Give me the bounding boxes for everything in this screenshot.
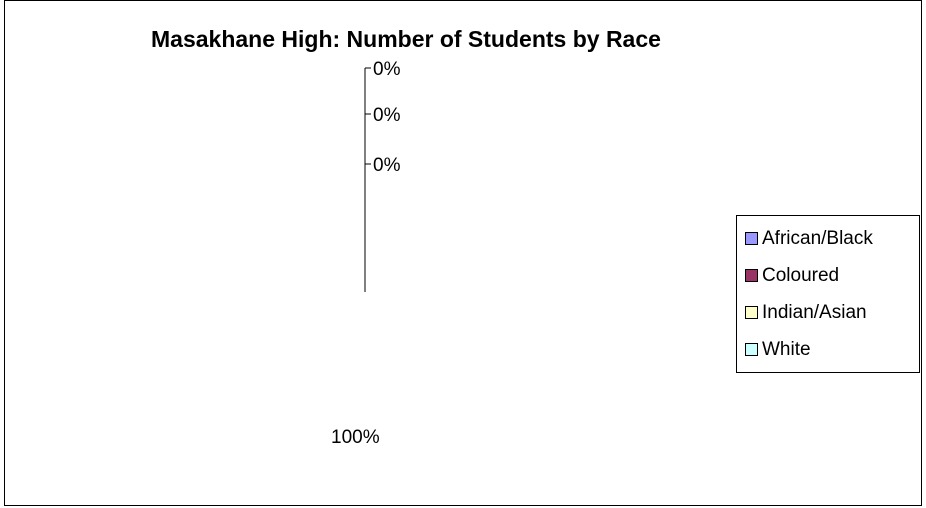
- legend-swatch: [745, 232, 758, 245]
- data-label-white: 0%: [373, 155, 401, 176]
- legend: African/Black Coloured Indian/Asian Whit…: [736, 215, 920, 373]
- data-label-indian-asian: 0%: [373, 105, 401, 126]
- pie-plot: 100% 0% 0% 0%: [331, 59, 401, 448]
- legend-swatch: [745, 306, 758, 319]
- chart-title: Masakhane High: Number of Students by Ra…: [151, 26, 661, 52]
- legend-swatch: [745, 343, 758, 356]
- legend-label: Coloured: [762, 264, 840, 286]
- data-labels: 100% 0% 0% 0%: [331, 59, 401, 448]
- legend-label: Indian/Asian: [762, 301, 867, 323]
- legend-label: African/Black: [762, 227, 873, 249]
- legend-item-african-black: African/Black: [737, 220, 919, 257]
- chart-area: Masakhane High: Number of Students by Ra…: [4, 0, 922, 506]
- legend-item-white: White: [737, 331, 919, 368]
- data-label-coloured: 0%: [373, 59, 401, 80]
- legend-label: White: [762, 338, 811, 360]
- legend-item-coloured: Coloured: [737, 257, 919, 294]
- leader-lines: [364, 67, 371, 292]
- data-label-african-black: 100%: [331, 427, 380, 448]
- legend-swatch: [745, 269, 758, 282]
- legend-item-indian-asian: Indian/Asian: [737, 294, 919, 331]
